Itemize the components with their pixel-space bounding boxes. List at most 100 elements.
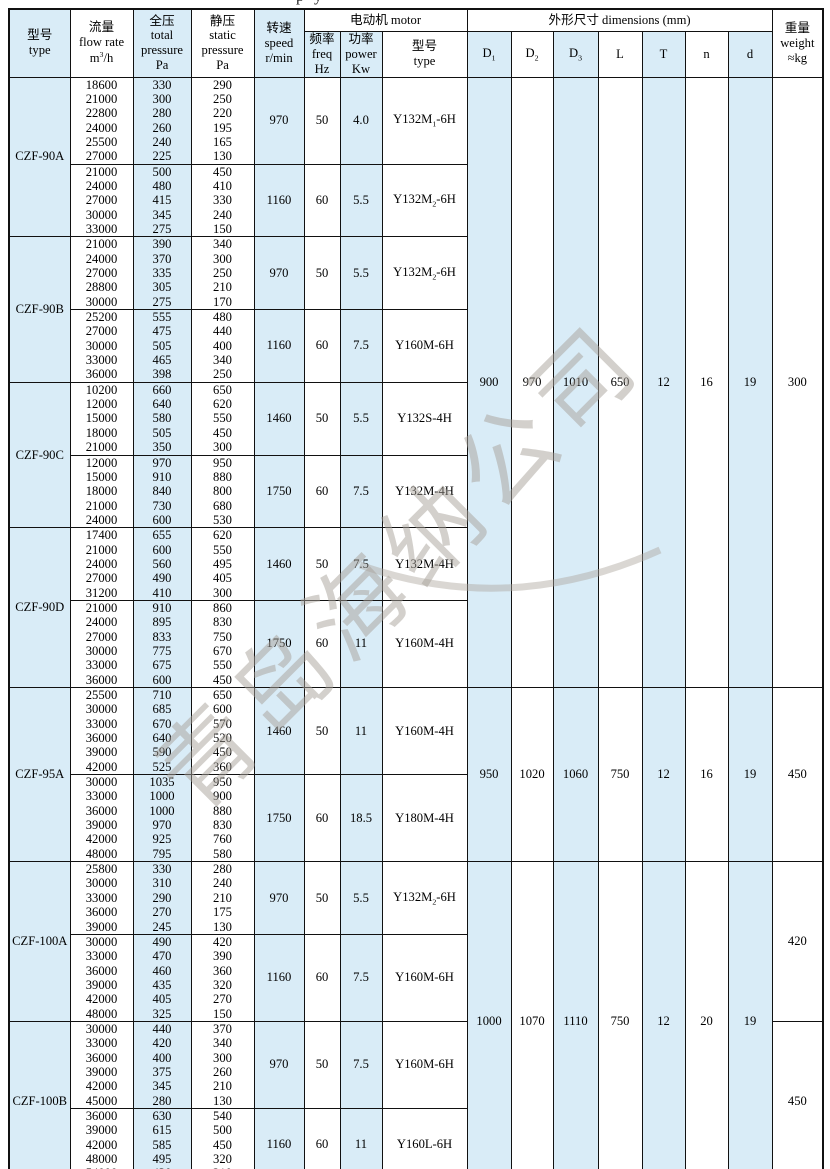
value-line: 220	[213, 106, 232, 121]
value-line: 405	[152, 992, 172, 1007]
cell-static-pressures: 650 620 550 450 300	[190, 381, 255, 456]
value-line: 33000	[85, 789, 118, 804]
value-line: 440	[213, 324, 232, 339]
value-line: 833	[152, 629, 172, 644]
cell-total-pressures: 440 420 400 375 345 280	[132, 1020, 192, 1109]
cell-total-pressures: 390 370 335 305 275	[132, 236, 192, 311]
spec-block-row: 25200 27000 30000 33000 36000 555 475 505 465 398…	[9, 309, 823, 383]
cell-model-type: CZF-90A	[8, 76, 71, 238]
cell-static-pressures: 950 900 880 830 760 580	[190, 774, 255, 863]
value-line: 650	[213, 382, 232, 397]
value-line: 245	[152, 919, 172, 934]
value-line: 360	[213, 963, 232, 978]
value-line: 925	[152, 832, 172, 847]
value-line: 950	[213, 775, 232, 790]
value-line: 655	[152, 528, 172, 543]
cell-dim-d: 19	[727, 76, 773, 689]
cell-motor-type: Y132M-4H	[381, 454, 468, 529]
value-line: 710	[152, 688, 172, 703]
value-line: 42000	[85, 992, 118, 1007]
value-line: 660	[152, 382, 172, 397]
cell-total-pressures: 910 895 833 775 675 600	[132, 599, 192, 689]
cell-freq: 50	[303, 527, 341, 601]
cell-dim-d2: 1020	[510, 687, 554, 863]
value-line: 640	[152, 731, 172, 746]
value-line: 30000	[85, 1021, 118, 1036]
cell-total-pressures: 500 480 415 345 275	[132, 163, 192, 238]
value-line: 10200	[85, 382, 118, 397]
value-line: 275	[152, 294, 172, 309]
cell-flow-rates: 21000 24000 27000 30000 33000 36000	[69, 599, 134, 689]
cell-motor-type: Y132M2-6H	[381, 861, 468, 935]
cell-dim-d3: 1110	[552, 861, 599, 1169]
value-line: 12000	[85, 397, 118, 412]
value-line: 420	[213, 934, 232, 949]
value-line: 330	[213, 193, 232, 208]
col-header-d1: D1	[466, 31, 512, 78]
value-line: 350	[152, 440, 172, 455]
cell-dim-l: 750	[597, 861, 643, 1169]
cell-flow-rates: 3600039000420004800054000	[69, 1107, 134, 1169]
value-line: 1000	[149, 789, 175, 804]
value-line: 640	[152, 397, 172, 412]
value-line: 240	[152, 134, 172, 149]
cell-flow-rates: 10200 12000 15000 18000 21000	[69, 381, 134, 456]
cell-speed: 1160	[253, 933, 305, 1022]
value-line: 36000	[85, 731, 118, 746]
spec-block-row: CZF-90A 18600 21000 22800 24000 25500 27000 330…	[8, 76, 824, 689]
value-line: 15000	[85, 469, 118, 484]
col-header-motor-type: 型号 type	[381, 31, 468, 78]
value-line: 440	[152, 1021, 172, 1036]
group-header-motor: 电动机 motor	[303, 8, 468, 32]
cell-speed: 970	[253, 1020, 305, 1109]
value-line: 860	[213, 600, 232, 615]
cell-total-pressures: 710 685 670 640 590 525	[132, 687, 192, 776]
value-line: 1035	[149, 775, 175, 790]
value-line: 18600	[85, 77, 118, 92]
cell-static-pressures: 950 880 800 680 530	[190, 454, 255, 529]
cell-motor-type: Y180M-4H	[381, 774, 468, 863]
value-line: 525	[152, 759, 172, 774]
value-line: 685	[152, 702, 172, 717]
value-line: 470	[152, 949, 172, 964]
value-line: 750	[213, 629, 232, 644]
cell-speed: 1460	[253, 381, 305, 456]
cell-speed: 1160	[253, 309, 305, 383]
value-line: 910	[152, 469, 172, 484]
value-line: 24000	[85, 120, 118, 135]
value-line: 420	[152, 1036, 172, 1051]
value-line: 12000	[85, 455, 118, 470]
value-line: 30000	[85, 294, 118, 309]
col-header-static-pressure: 静压 static pressure Pa	[190, 8, 255, 78]
cell-total-pressures: 970 910 840 730 600	[132, 454, 192, 529]
cell-power: 7.5	[339, 933, 383, 1022]
value-line: 33000	[85, 890, 118, 905]
value-line: 435	[152, 977, 172, 992]
cell-freq: 60	[303, 933, 341, 1022]
cell-speed: 1160	[253, 1107, 305, 1169]
value-line: 22800	[85, 106, 118, 121]
value-line: 760	[213, 832, 232, 847]
cell-weight: 450	[771, 1020, 824, 1169]
value-line: 31200	[85, 585, 118, 600]
cell-static-pressures: 650 600 570 520 450 360	[190, 687, 255, 776]
value-line: 27000	[85, 266, 118, 281]
value-line: 240	[213, 207, 232, 222]
cell-static-pressures: 620 550 495 405 300	[190, 527, 255, 601]
value-line: 345	[152, 1079, 172, 1094]
cell-motor-type: Y160M-4H	[381, 687, 468, 776]
value-line: 550	[213, 542, 232, 557]
value-line: 39000	[85, 745, 118, 760]
value-line: 27000	[85, 193, 118, 208]
spec-block-row: CZF-100B 30000 33000 36000 39000 42000 45000 44…	[8, 1020, 824, 1169]
value-line: 39000	[85, 977, 118, 992]
value-line: 21000	[85, 600, 118, 615]
spec-block-row: 21000 24000 27000 30000 33000 36000 910 895 833 7…	[9, 599, 823, 689]
value-line: 970	[152, 455, 172, 470]
cell-power: 7.5	[339, 309, 383, 383]
value-line: 27000	[85, 571, 118, 586]
value-line: 27000	[85, 629, 118, 644]
value-line: 24000	[85, 556, 118, 571]
value-line: 36000	[85, 672, 118, 687]
cell-dim-d: 19	[727, 687, 773, 863]
